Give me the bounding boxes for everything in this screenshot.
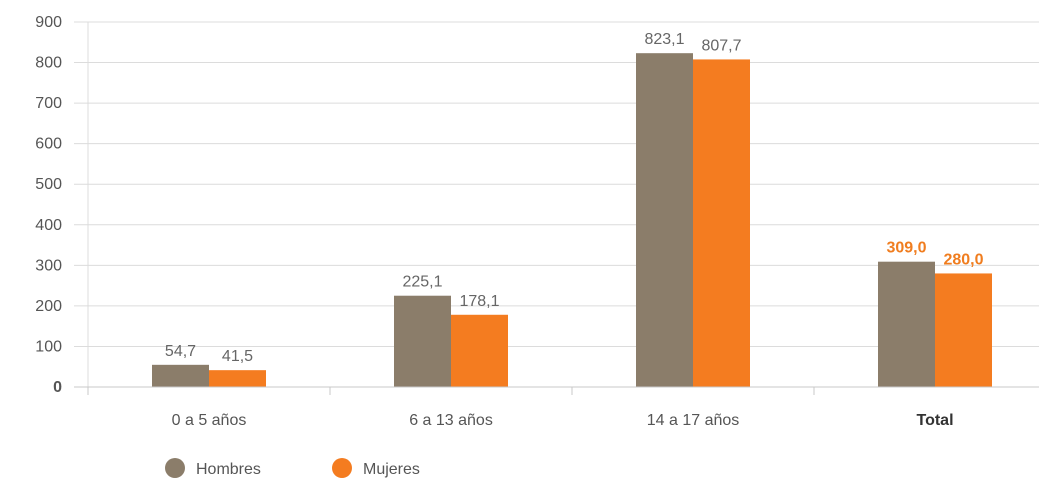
data-label: 41,5 — [222, 348, 253, 365]
y-tick-label: 100 — [35, 338, 62, 355]
y-tick-label: 800 — [35, 55, 62, 72]
data-label: 54,7 — [165, 343, 196, 360]
bar-hombres — [878, 261, 935, 387]
bar-mujeres — [451, 314, 508, 387]
bar-hombres — [152, 364, 209, 387]
bar-hombres — [394, 295, 451, 387]
y-tick-label: 700 — [35, 95, 62, 112]
x-axis: 0 a 5 años 6 a 13 años 14 a 17 años Total — [74, 386, 1039, 429]
legend-swatch-hombres — [165, 458, 185, 478]
data-label: 280,0 — [943, 251, 983, 268]
gridlines — [74, 21, 1039, 387]
x-tick-label: Total — [916, 412, 953, 429]
bars — [152, 53, 992, 388]
data-label: 309,0 — [886, 240, 926, 257]
y-tick-label: 500 — [35, 176, 62, 193]
y-tick-label: 0 — [53, 379, 62, 396]
x-tick-label: 14 a 17 años — [647, 412, 740, 429]
x-tick-label: 6 a 13 años — [409, 412, 493, 429]
y-tick-label: 400 — [35, 217, 62, 234]
legend: Hombres Mujeres — [165, 458, 420, 478]
y-tick-label: 600 — [35, 136, 62, 153]
y-axis-ticks: 0 100 200 300 400 500 600 700 800 900 — [35, 14, 62, 396]
data-label: 225,1 — [402, 274, 442, 291]
y-tick-label: 900 — [35, 14, 62, 31]
bar-mujeres — [209, 370, 266, 387]
data-label: 807,7 — [701, 37, 741, 54]
bar-mujeres — [693, 59, 750, 388]
legend-label-mujeres: Mujeres — [363, 461, 420, 478]
y-tick-label: 300 — [35, 257, 62, 274]
x-tick-label: 0 a 5 años — [172, 412, 247, 429]
data-label: 823,1 — [644, 31, 684, 48]
legend-swatch-mujeres — [332, 458, 352, 478]
legend-label-hombres: Hombres — [196, 461, 261, 478]
data-label: 178,1 — [459, 293, 499, 310]
bar-mujeres — [935, 273, 992, 387]
data-labels: 54,7 41,5 225,1 178,1 823,1 807,7 309,0 280,0 — [165, 31, 984, 365]
bar-hombres — [636, 53, 693, 387]
y-tick-label: 200 — [35, 298, 62, 315]
